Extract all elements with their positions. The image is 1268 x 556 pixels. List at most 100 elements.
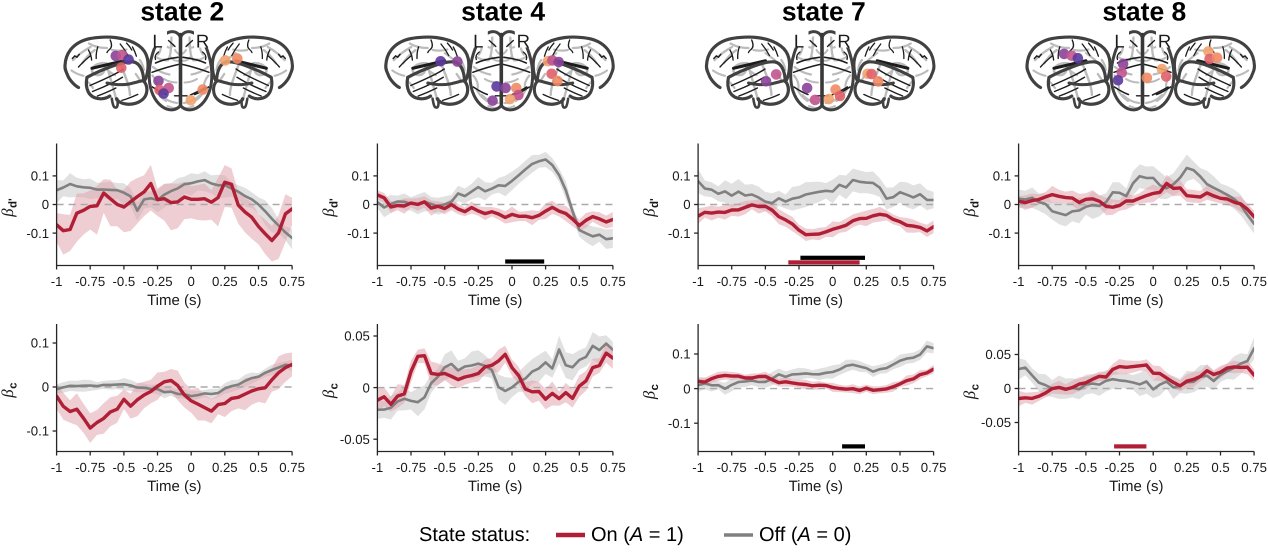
- svg-text:0: 0: [1004, 381, 1011, 396]
- svg-text:0.25: 0.25: [533, 274, 559, 289]
- svg-text:0: 0: [508, 460, 515, 475]
- svg-text:-0.5: -0.5: [754, 460, 777, 475]
- svg-text:-0.05: -0.05: [340, 432, 370, 447]
- svg-text:-1: -1: [51, 460, 63, 475]
- svg-text:Time (s): Time (s): [468, 292, 522, 309]
- svg-text:R: R: [517, 31, 530, 52]
- svg-text:0: 0: [829, 460, 836, 475]
- svg-text:-1: -1: [1013, 274, 1025, 289]
- svg-text:-0.1: -0.1: [26, 424, 49, 439]
- svg-text:0.5: 0.5: [891, 460, 909, 475]
- svg-text:0.25: 0.25: [533, 460, 559, 475]
- svg-text:L: L: [473, 31, 483, 52]
- svg-text:0: 0: [188, 274, 195, 289]
- svg-text:Time (s): Time (s): [789, 478, 843, 495]
- svg-text:0.5: 0.5: [570, 460, 588, 475]
- svg-text:0: 0: [188, 460, 195, 475]
- svg-text:-0.25: -0.25: [142, 460, 172, 475]
- svg-text:-1: -1: [692, 460, 704, 475]
- svg-text:-0.25: -0.25: [1104, 274, 1134, 289]
- svg-text:0.75: 0.75: [600, 460, 626, 475]
- svg-text:R: R: [837, 31, 850, 52]
- svg-text:0.1: 0.1: [352, 169, 370, 184]
- svg-text:-0.25: -0.25: [463, 460, 493, 475]
- svg-text:-0.25: -0.25: [784, 460, 814, 475]
- svg-text:-0.5: -0.5: [1075, 460, 1098, 475]
- svg-text:-0.1: -0.1: [668, 416, 691, 431]
- svg-text:0.05: 0.05: [344, 329, 370, 344]
- svg-text:state 7: state 7: [782, 0, 866, 27]
- svg-text:0.5: 0.5: [1211, 460, 1229, 475]
- svg-text:βd': βd': [960, 198, 982, 218]
- svg-text:-1: -1: [51, 274, 63, 289]
- svg-text:-0.75: -0.75: [396, 460, 426, 475]
- svg-text:-0.75: -0.75: [1037, 274, 1067, 289]
- svg-text:0: 0: [42, 197, 49, 212]
- svg-text:0.75: 0.75: [279, 460, 305, 475]
- svg-text:state 2: state 2: [140, 0, 224, 27]
- svg-text:0.5: 0.5: [1211, 274, 1229, 289]
- svg-text:0.5: 0.5: [249, 274, 267, 289]
- svg-text:L: L: [794, 31, 804, 52]
- svg-text:0.1: 0.1: [672, 347, 690, 362]
- svg-text:-0.25: -0.25: [1104, 460, 1134, 475]
- svg-text:Time (s): Time (s): [147, 478, 201, 495]
- svg-text:0.25: 0.25: [212, 460, 238, 475]
- svg-text:0.25: 0.25: [853, 274, 879, 289]
- svg-text:0.1: 0.1: [993, 169, 1011, 184]
- svg-text:-0.1: -0.1: [347, 226, 370, 241]
- svg-text:Time (s): Time (s): [1109, 478, 1163, 495]
- svg-text:βc: βc: [319, 382, 341, 399]
- svg-text:βc: βc: [960, 383, 982, 400]
- svg-text:0: 0: [363, 380, 370, 395]
- svg-text:-0.75: -0.75: [717, 274, 747, 289]
- svg-text:0.5: 0.5: [891, 274, 909, 289]
- svg-text:Time (s): Time (s): [147, 292, 201, 309]
- svg-text:Time (s): Time (s): [1109, 292, 1163, 309]
- svg-text:Time (s): Time (s): [789, 292, 843, 309]
- svg-text:On (A = 1): On (A = 1): [591, 524, 684, 546]
- svg-text:0.1: 0.1: [31, 169, 49, 184]
- svg-text:state 4: state 4: [461, 0, 545, 27]
- svg-text:R: R: [1158, 31, 1171, 52]
- svg-text:-1: -1: [372, 460, 384, 475]
- svg-text:0: 0: [1004, 197, 1011, 212]
- svg-text:-0.1: -0.1: [988, 226, 1011, 241]
- svg-text:βd': βd': [319, 198, 341, 218]
- svg-text:0: 0: [829, 274, 836, 289]
- svg-text:0: 0: [508, 274, 515, 289]
- svg-text:0.5: 0.5: [249, 460, 267, 475]
- svg-text:0.1: 0.1: [31, 336, 49, 351]
- svg-text:-0.75: -0.75: [396, 274, 426, 289]
- svg-text:0.5: 0.5: [570, 274, 588, 289]
- svg-text:0: 0: [363, 197, 370, 212]
- svg-text:L: L: [1114, 31, 1124, 52]
- svg-text:-0.1: -0.1: [26, 226, 49, 241]
- svg-text:0: 0: [683, 381, 690, 396]
- svg-text:0.25: 0.25: [1174, 274, 1200, 289]
- svg-text:-0.05: -0.05: [981, 415, 1011, 430]
- svg-text:-0.25: -0.25: [784, 274, 814, 289]
- svg-text:-0.5: -0.5: [754, 274, 777, 289]
- svg-text:-0.75: -0.75: [717, 460, 747, 475]
- svg-text:-0.5: -0.5: [1075, 274, 1098, 289]
- svg-text:-1: -1: [372, 274, 384, 289]
- svg-text:Time (s): Time (s): [468, 478, 522, 495]
- svg-text:0: 0: [42, 380, 49, 395]
- svg-text:0.25: 0.25: [853, 460, 879, 475]
- svg-text:βc: βc: [640, 383, 662, 400]
- svg-text:0: 0: [1150, 274, 1157, 289]
- svg-text:state 8: state 8: [1102, 0, 1186, 27]
- svg-text:0.05: 0.05: [985, 347, 1011, 362]
- svg-text:0.75: 0.75: [600, 274, 626, 289]
- svg-text:-1: -1: [692, 274, 704, 289]
- svg-text:-0.5: -0.5: [433, 460, 456, 475]
- svg-text:-0.5: -0.5: [113, 274, 136, 289]
- svg-text:0.75: 0.75: [1241, 460, 1267, 475]
- svg-text:0.75: 0.75: [1241, 274, 1267, 289]
- svg-text:-0.75: -0.75: [75, 274, 105, 289]
- svg-text:Off (A = 0): Off (A = 0): [759, 524, 851, 546]
- svg-text:-0.5: -0.5: [113, 460, 136, 475]
- svg-text:0.1: 0.1: [672, 169, 690, 184]
- svg-text:-1: -1: [1013, 460, 1025, 475]
